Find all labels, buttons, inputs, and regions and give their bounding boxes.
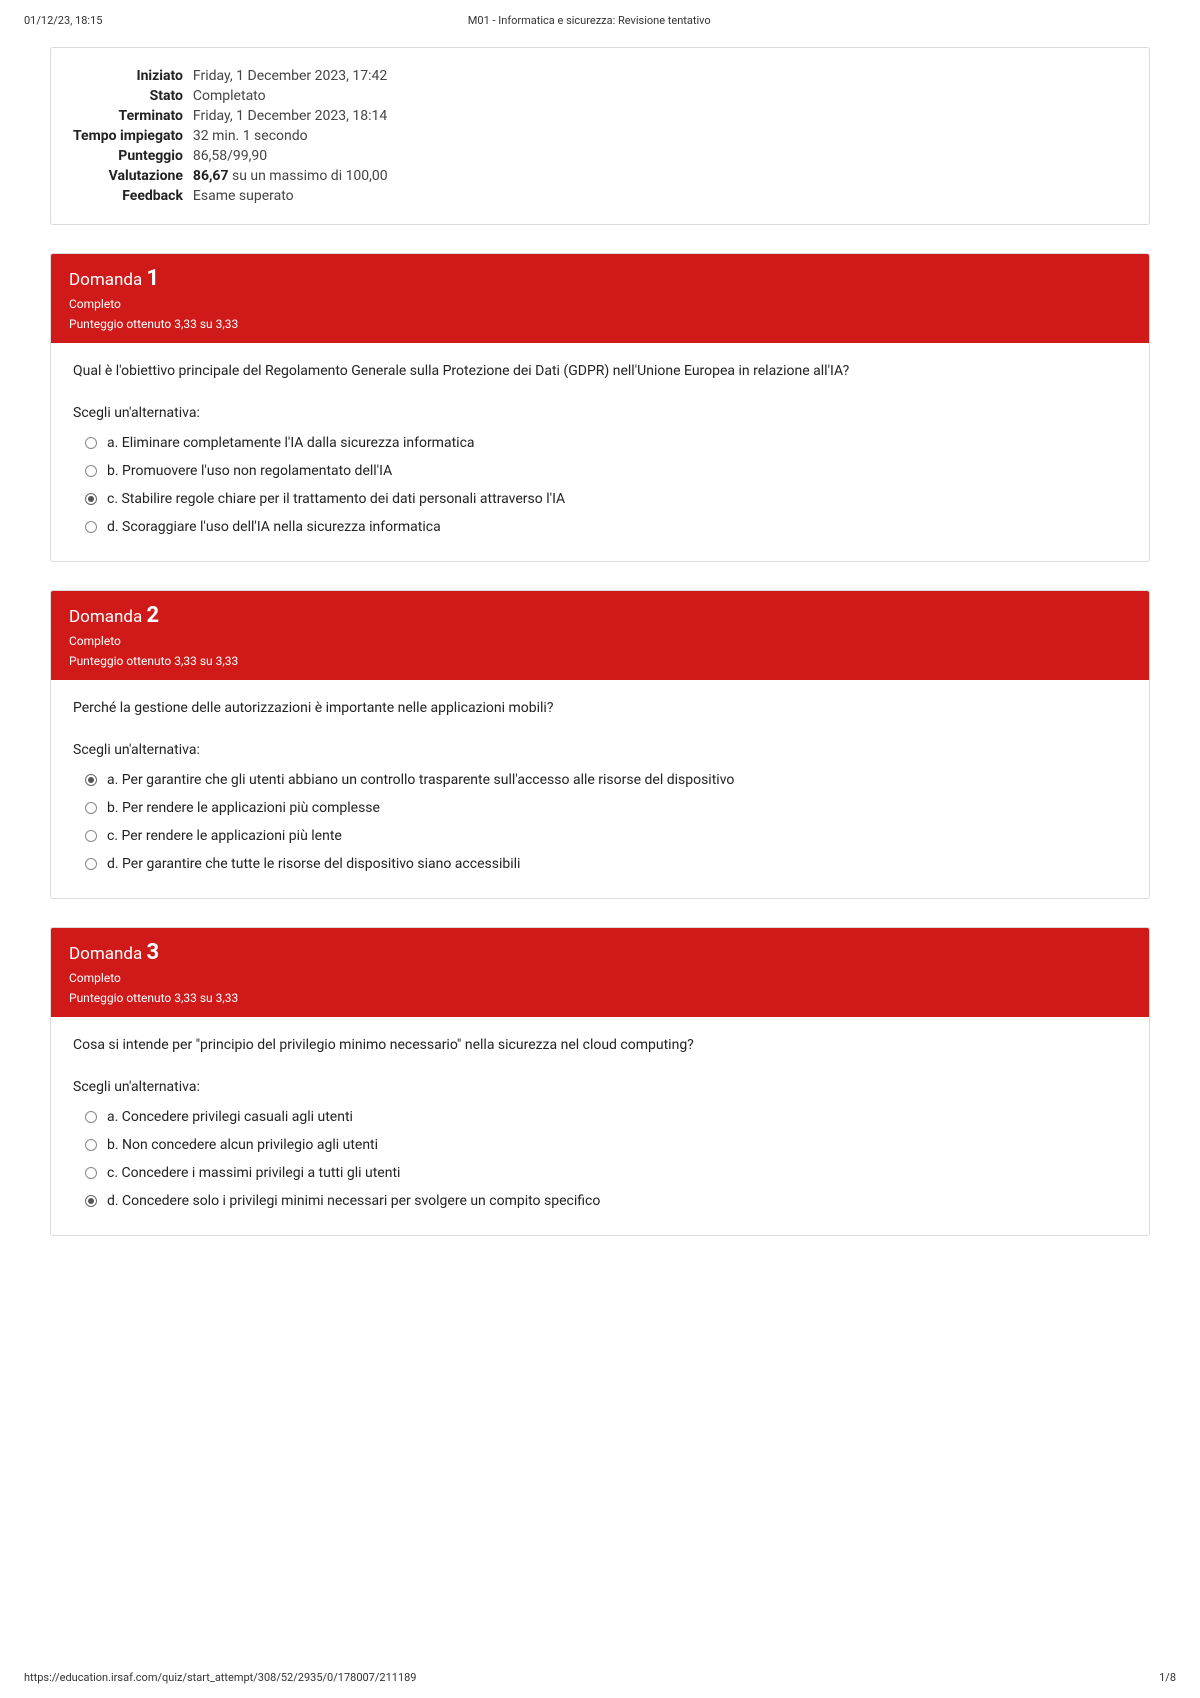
question-block: Domanda 1 Completo Punteggio ottenuto 3,33… — [50, 253, 1150, 562]
radio-icon[interactable] — [85, 802, 97, 814]
summary-value: 86,58/99,90 — [193, 146, 388, 166]
option-text: c. Concedere i massimi privilegi a tutti… — [107, 1165, 400, 1181]
summary-label: Terminato — [73, 106, 193, 126]
radio-icon[interactable] — [85, 1111, 97, 1123]
summary-table: IniziatoFriday, 1 December 2023, 17:42St… — [73, 66, 388, 206]
option-text: c. Stabilire regole chiare per il tratta… — [107, 491, 565, 507]
radio-icon[interactable] — [85, 1195, 97, 1207]
choose-label: Scegli un'alternativa: — [73, 405, 1127, 421]
summary-row: FeedbackEsame superato — [73, 186, 388, 206]
summary-row: Punteggio86,58/99,90 — [73, 146, 388, 166]
summary-value: 86,67 su un massimo di 100,00 — [193, 166, 388, 186]
question-text: Perché la gestione delle autorizzazioni … — [73, 700, 1127, 716]
radio-icon[interactable] — [85, 493, 97, 505]
summary-label: Stato — [73, 86, 193, 106]
question-number: 3 — [146, 940, 159, 965]
radio-icon[interactable] — [85, 437, 97, 449]
header-datetime: 01/12/23, 18:15 — [24, 14, 102, 27]
summary-value: Friday, 1 December 2023, 17:42 — [193, 66, 388, 86]
question-text: Qual è l'obiettivo principale del Regola… — [73, 363, 1127, 379]
choose-label: Scegli un'alternativa: — [73, 742, 1127, 758]
question-title: Domanda 1 — [69, 266, 1131, 291]
choose-label: Scegli un'alternativa: — [73, 1079, 1127, 1095]
question-body: Perché la gestione delle autorizzazioni … — [51, 680, 1149, 898]
question-header: Domanda 2 Completo Punteggio ottenuto 3,33… — [51, 591, 1149, 680]
answer-option[interactable]: b. Per rendere le applicazioni più compl… — [73, 796, 1127, 820]
answer-option[interactable]: c. Per rendere le applicazioni più lente — [73, 824, 1127, 848]
question-number: 2 — [146, 603, 159, 628]
radio-icon[interactable] — [85, 465, 97, 477]
option-text: a. Concedere privilegi casuali agli uten… — [107, 1109, 353, 1125]
header-title: M01 - Informatica e sicurezza: Revisione… — [102, 14, 1076, 27]
question-header: Domanda 1 Completo Punteggio ottenuto 3,33… — [51, 254, 1149, 343]
footer-url: https://education.irsaf.com/quiz/start_a… — [24, 1671, 417, 1684]
option-text: b. Promuovere l'uso non regolamentato de… — [107, 463, 392, 479]
summary-value: Esame superato — [193, 186, 388, 206]
option-text: b. Per rendere le applicazioni più compl… — [107, 800, 380, 816]
option-text: c. Per rendere le applicazioni più lente — [107, 828, 342, 844]
question-title: Domanda 2 — [69, 603, 1131, 628]
option-text: a. Per garantire che gli utenti abbiano … — [107, 772, 734, 788]
answer-option[interactable]: b. Non concedere alcun privilegio agli u… — [73, 1133, 1127, 1157]
answer-option[interactable]: c. Concedere i massimi privilegi a tutti… — [73, 1161, 1127, 1185]
option-text: d. Concedere solo i privilegi minimi nec… — [107, 1193, 600, 1209]
summary-row: StatoCompletato — [73, 86, 388, 106]
question-body: Cosa si intende per "principio del privi… — [51, 1017, 1149, 1235]
question-mark: Punteggio ottenuto 3,33 su 3,33 — [69, 654, 1131, 668]
answer-option[interactable]: a. Concedere privilegi casuali agli uten… — [73, 1105, 1127, 1129]
summary-value: Completato — [193, 86, 388, 106]
answer-option[interactable]: b. Promuovere l'uso non regolamentato de… — [73, 459, 1127, 483]
summary-box: IniziatoFriday, 1 December 2023, 17:42St… — [50, 47, 1150, 225]
summary-label: Punteggio — [73, 146, 193, 166]
radio-icon[interactable] — [85, 1167, 97, 1179]
radio-icon[interactable] — [85, 858, 97, 870]
summary-label: Iniziato — [73, 66, 193, 86]
question-header: Domanda 3 Completo Punteggio ottenuto 3,33… — [51, 928, 1149, 1017]
summary-label: Valutazione — [73, 166, 193, 186]
summary-value: 32 min. 1 secondo — [193, 126, 388, 146]
question-status: Completo — [69, 634, 1131, 648]
radio-icon[interactable] — [85, 1139, 97, 1151]
answer-option[interactable]: a. Eliminare completamente l'IA dalla si… — [73, 431, 1127, 455]
summary-row: TerminatoFriday, 1 December 2023, 18:14 — [73, 106, 388, 126]
question-block: Domanda 2 Completo Punteggio ottenuto 3,33… — [50, 590, 1150, 899]
summary-label: Tempo impiegato — [73, 126, 193, 146]
question-text: Cosa si intende per "principio del privi… — [73, 1037, 1127, 1053]
answer-option[interactable]: a. Per garantire che gli utenti abbiano … — [73, 768, 1127, 792]
question-status: Completo — [69, 971, 1131, 985]
option-text: d. Per garantire che tutte le risorse de… — [107, 856, 520, 872]
option-text: b. Non concedere alcun privilegio agli u… — [107, 1137, 378, 1153]
summary-row: Tempo impiegato32 min. 1 secondo — [73, 126, 388, 146]
question-mark: Punteggio ottenuto 3,33 su 3,33 — [69, 991, 1131, 1005]
option-text: d. Scoraggiare l'uso dell'IA nella sicur… — [107, 519, 441, 535]
question-number: 1 — [146, 266, 159, 291]
radio-icon[interactable] — [85, 521, 97, 533]
radio-icon[interactable] — [85, 774, 97, 786]
page-footer: https://education.irsaf.com/quiz/start_a… — [0, 1663, 1200, 1698]
question-block: Domanda 3 Completo Punteggio ottenuto 3,33… — [50, 927, 1150, 1236]
page-header: 01/12/23, 18:15 M01 - Informatica e sicu… — [0, 0, 1200, 35]
answer-option[interactable]: d. Per garantire che tutte le risorse de… — [73, 852, 1127, 876]
question-mark: Punteggio ottenuto 3,33 su 3,33 — [69, 317, 1131, 331]
content: IniziatoFriday, 1 December 2023, 17:42St… — [0, 47, 1200, 1236]
answer-option[interactable]: d. Concedere solo i privilegi minimi nec… — [73, 1189, 1127, 1213]
answer-option[interactable]: d. Scoraggiare l'uso dell'IA nella sicur… — [73, 515, 1127, 539]
question-status: Completo — [69, 297, 1131, 311]
summary-value: Friday, 1 December 2023, 18:14 — [193, 106, 388, 126]
summary-label: Feedback — [73, 186, 193, 206]
question-title: Domanda 3 — [69, 940, 1131, 965]
answer-option[interactable]: c. Stabilire regole chiare per il tratta… — [73, 487, 1127, 511]
summary-row: IniziatoFriday, 1 December 2023, 17:42 — [73, 66, 388, 86]
summary-row: Valutazione86,67 su un massimo di 100,00 — [73, 166, 388, 186]
footer-page: 1/8 — [1159, 1671, 1176, 1684]
question-body: Qual è l'obiettivo principale del Regola… — [51, 343, 1149, 561]
radio-icon[interactable] — [85, 830, 97, 842]
option-text: a. Eliminare completamente l'IA dalla si… — [107, 435, 475, 451]
